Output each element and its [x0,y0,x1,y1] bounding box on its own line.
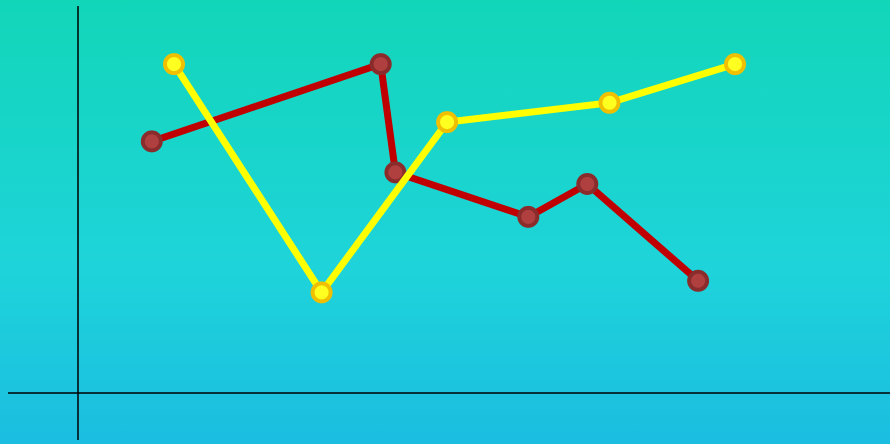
series-1-point-5 [576,173,599,195]
series-1-point-2 [369,53,392,76]
series-1-point-1 [140,130,163,153]
series-2 [163,53,746,304]
series-1-point-6 [687,269,710,292]
series-2-point-4 [598,91,621,114]
series-1-line [148,60,702,285]
series-1-point-4 [517,205,540,228]
series-2-point-5 [724,53,746,76]
series-2-point-1 [163,53,185,76]
series-2-point-3 [436,111,459,134]
series-1 [140,53,710,292]
series-layer [140,53,746,304]
series-2-point-2 [310,281,333,304]
series-1-point-3 [384,161,407,184]
